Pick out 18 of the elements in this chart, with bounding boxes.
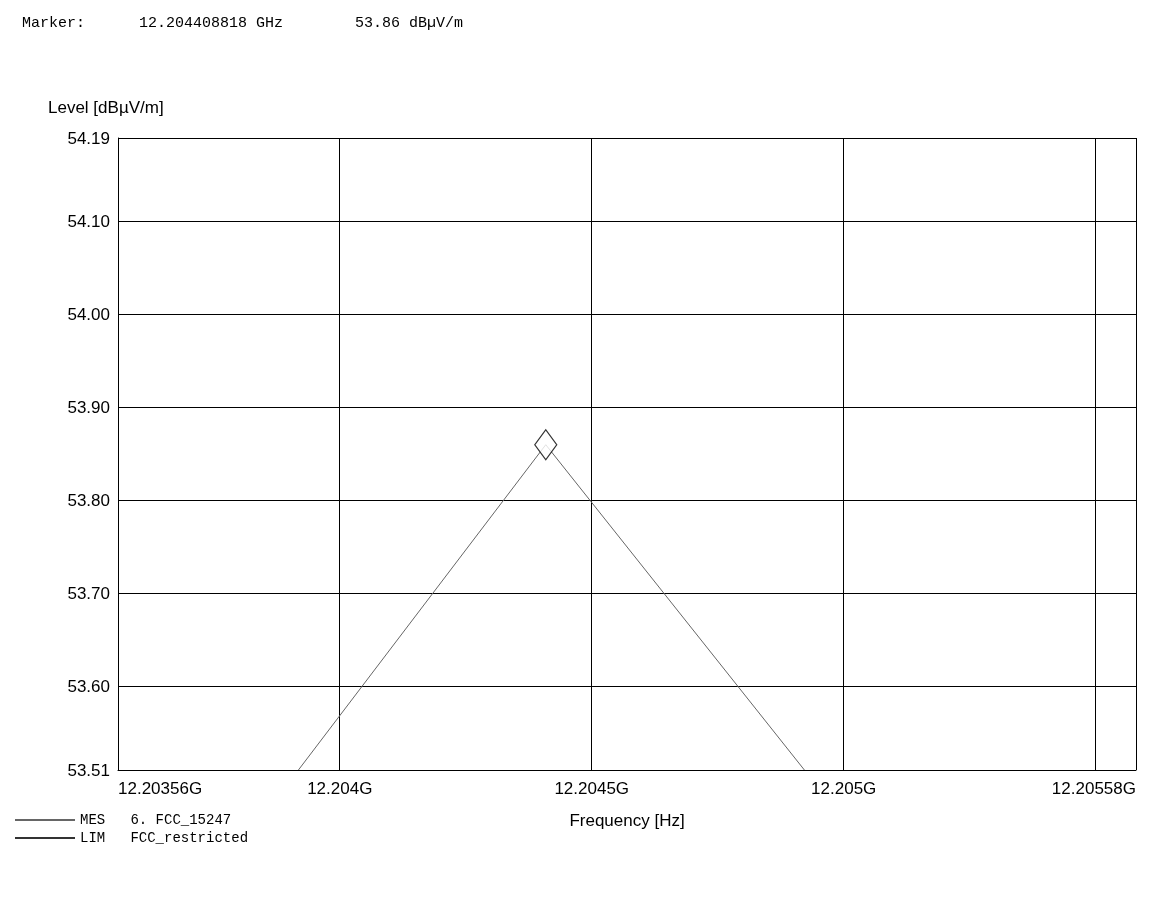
text: Marker: 12.204408818 GHz 53.86 dBµV/m [22, 15, 464, 32]
y-tick-label: 53.90 [67, 398, 110, 418]
x-tick-label: 12.20356G [118, 779, 203, 798]
y-tick-label: 53.80 [67, 490, 110, 510]
y-tick-label: 53.70 [67, 583, 110, 603]
legend-label: LIM FCC_restricted [80, 830, 249, 846]
x-tick-label: 12.20558G [1051, 779, 1136, 798]
y-axis-title: Level [dBµV/m] [48, 98, 164, 117]
x-tick-label: 12.204G [307, 779, 373, 798]
x-tick-label: 12.205G [811, 779, 877, 798]
x-axis-title: Frequency [Hz] [569, 811, 685, 830]
y-tick-label: 54.19 [67, 128, 110, 148]
x-tick-label: 12.2045G [554, 779, 630, 798]
y-tick-label: 53.51 [67, 760, 110, 780]
y-tick-label: 54.00 [67, 305, 110, 325]
legend-label: MES 6. FCC_15247 [80, 812, 232, 828]
y-tick-label: 54.10 [67, 212, 110, 232]
y-tick-label: 53.60 [67, 676, 110, 696]
